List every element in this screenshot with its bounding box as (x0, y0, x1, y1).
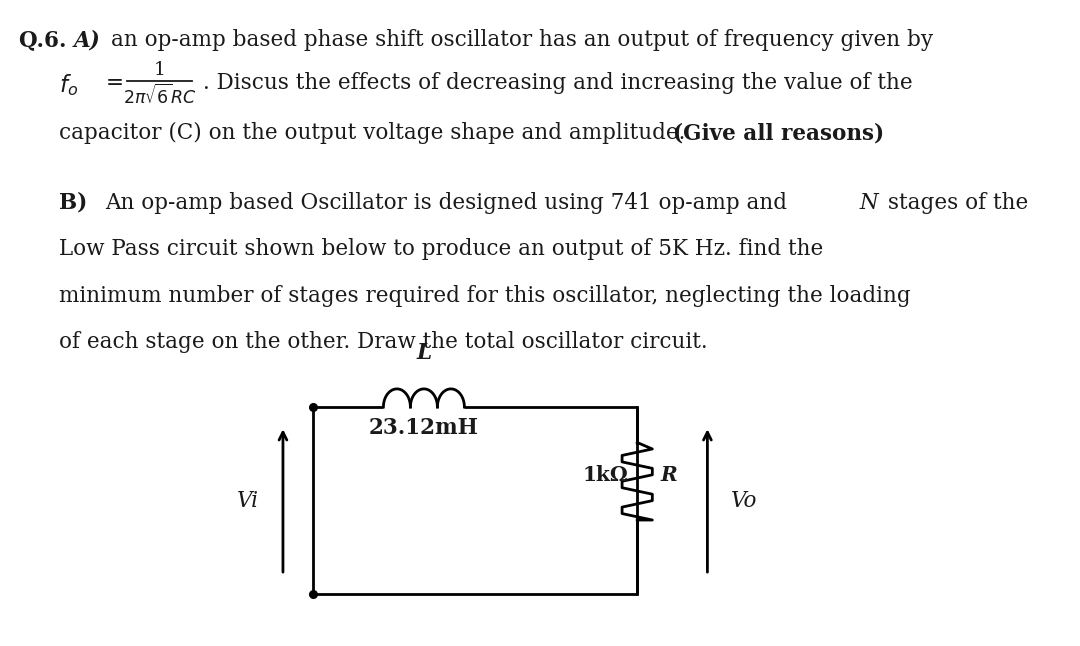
Text: Low Pass circuit shown below to produce an output of 5K Hz. find the: Low Pass circuit shown below to produce … (59, 238, 824, 260)
Text: of each stage on the other. Draw the total oscillator circuit.: of each stage on the other. Draw the tot… (59, 331, 708, 353)
Text: An op-amp based Oscillator is designed using 741 op-amp and: An op-amp based Oscillator is designed u… (105, 192, 786, 214)
Text: A): A) (73, 29, 100, 51)
Text: . Discus the effects of decreasing and increasing the value of the: . Discus the effects of decreasing and i… (203, 72, 913, 94)
Text: N: N (853, 192, 879, 214)
Text: Vo: Vo (731, 490, 758, 512)
Text: capacitor (C) on the output voltage shape and amplitude.: capacitor (C) on the output voltage shap… (59, 122, 692, 144)
Text: 23.12mH: 23.12mH (369, 417, 478, 439)
Text: $f_o$: $f_o$ (59, 72, 79, 98)
Text: Q.6.: Q.6. (19, 29, 75, 51)
Text: 1: 1 (154, 61, 165, 79)
Text: (Give all reasons): (Give all reasons) (673, 122, 883, 144)
Text: 1kΩ: 1kΩ (583, 465, 629, 484)
Text: B): B) (59, 192, 87, 214)
Text: minimum number of stages required for this oscillator, neglecting the loading: minimum number of stages required for th… (59, 285, 912, 307)
Text: $2\pi\sqrt{6}RC$: $2\pi\sqrt{6}RC$ (123, 83, 197, 107)
Text: stages of the: stages of the (881, 192, 1028, 214)
Text: an op-amp based phase shift oscillator has an output of frequency given by: an op-amp based phase shift oscillator h… (111, 29, 933, 51)
Text: =: = (106, 72, 124, 94)
Text: Vi: Vi (238, 490, 259, 512)
Text: L: L (416, 342, 432, 364)
Text: R: R (661, 465, 678, 484)
